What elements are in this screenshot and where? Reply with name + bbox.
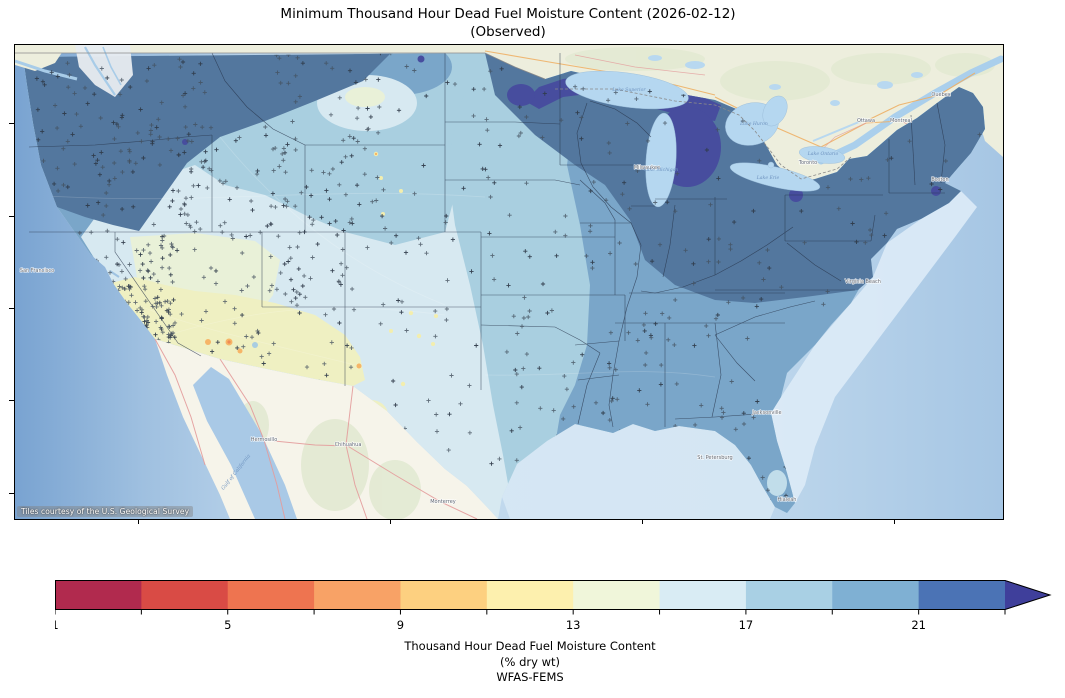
map-city-label: Ottawa — [857, 118, 875, 124]
map-attribution: Tiles courtesy of the U.S. Geological Su… — [17, 506, 194, 517]
map-city-label: Boston — [931, 177, 948, 183]
lake-st-clair — [767, 161, 775, 169]
map-city-label: Quebec — [931, 92, 950, 98]
sf-bay — [109, 270, 120, 278]
gulf-of-california — [193, 367, 297, 519]
map-frame: San Francisco Milwaukee Boston Jacksonville… — [14, 44, 1004, 520]
colorbar-tick-label: 17 — [739, 618, 754, 632]
colorbar-tick-label: 5 — [224, 618, 231, 632]
map-city-label: Jacksonville — [751, 410, 781, 416]
mexico-roads — [154, 338, 478, 519]
y-axis-tick — [9, 493, 14, 494]
x-axis-tick — [642, 519, 643, 524]
st-lawrence-river — [817, 55, 1003, 165]
y-axis-tick — [9, 216, 14, 217]
colorbar-segment-9-11 — [400, 580, 488, 610]
puget-sound — [15, 45, 133, 97]
map-city-label: Toronto — [798, 160, 817, 166]
colorbar-label: Thousand Hour Dead Fuel Moisture Content… — [55, 639, 1005, 686]
colorbar-segment-21-23 — [918, 580, 1006, 610]
state-boundaries — [28, 52, 946, 428]
colorbar-tick-label: 13 — [566, 618, 581, 632]
colorbar-segment-15-17 — [659, 580, 747, 610]
figure-title: Minimum Thousand Hour Dead Fuel Moisture… — [14, 6, 1002, 41]
map-lake-label: Lake Huron — [739, 121, 768, 127]
colorbar-tick-label: 9 — [397, 618, 404, 632]
y-axis-tick — [9, 308, 14, 309]
faint-roads — [28, 136, 716, 378]
x-axis-tick — [894, 519, 895, 524]
lake-superior — [565, 70, 689, 110]
colorbar-extend-arrow — [1005, 580, 1050, 610]
colorbar-segment-13-15 — [573, 580, 660, 610]
gulf-shelf — [502, 424, 775, 519]
colorbar-label-line-2: (% dry wt) — [500, 654, 560, 669]
colorbar-label-line-3: WFAS-FEMS — [496, 670, 564, 684]
lake-michigan — [645, 112, 677, 208]
x-axis-tick — [390, 519, 391, 524]
lake-erie — [729, 162, 821, 192]
title-line-2: (Observed) — [470, 23, 546, 40]
map-city-label: Milwaukee — [634, 165, 660, 171]
title-line-1: Minimum Thousand Hour Dead Fuel Moisture… — [280, 6, 736, 22]
colorbar-tick-label: 1 — [55, 618, 59, 632]
map-city-label: Hermosillo — [251, 437, 278, 443]
map-lake-label: Lake Michigan — [643, 167, 679, 173]
map-city-label: Chihuahua — [335, 442, 362, 448]
colorbar-tick-label: 21 — [911, 618, 926, 632]
colorbar-segment-11-13 — [486, 580, 574, 610]
map-city-label: Hialeah — [778, 497, 797, 503]
y-axis-tick — [9, 400, 14, 401]
colorbar-segment-3-5 — [141, 580, 229, 610]
colorbar-segment-17-19 — [745, 580, 833, 610]
colorbar-label-line-1: Thousand Hour Dead Fuel Moisture Content — [404, 639, 656, 653]
map-city-label: San Francisco — [20, 268, 54, 274]
canada-strip — [15, 45, 485, 53]
colorbar-outline — [55, 580, 1052, 610]
map-lake-label: Lake Erie — [756, 175, 780, 181]
colorbar-segment-19-21 — [832, 580, 920, 610]
map-city-label: Montreal — [890, 118, 912, 124]
atlantic-shelf — [771, 191, 977, 503]
map-city-label: St. Petersburg — [697, 455, 732, 461]
map-city-label: Virginia Beach — [845, 279, 881, 285]
colorbar-segment-1-3 — [55, 580, 142, 610]
x-axis-tick — [138, 519, 139, 524]
colorbar: 1 5 9 13 17 21 — [51, 580, 1052, 632]
y-axis-tick — [9, 123, 14, 124]
ottawa-river — [812, 118, 867, 142]
map-city-label: Monterrey — [430, 499, 456, 505]
great-lakes — [565, 70, 846, 208]
lake-ontario — [798, 146, 846, 164]
us-canada-border — [15, 52, 852, 180]
colorbar-segment-7-9 — [314, 580, 401, 610]
map-lake-label: Lake Superior — [611, 87, 646, 93]
georgian-bay — [762, 95, 788, 127]
map-canvas: San Francisco Milwaukee Boston Jacksonville… — [15, 45, 1003, 519]
map-lake-label: Lake Ontario — [807, 151, 839, 157]
canada-lakes — [648, 55, 923, 106]
colorbar-segment-5-7 — [227, 580, 315, 610]
